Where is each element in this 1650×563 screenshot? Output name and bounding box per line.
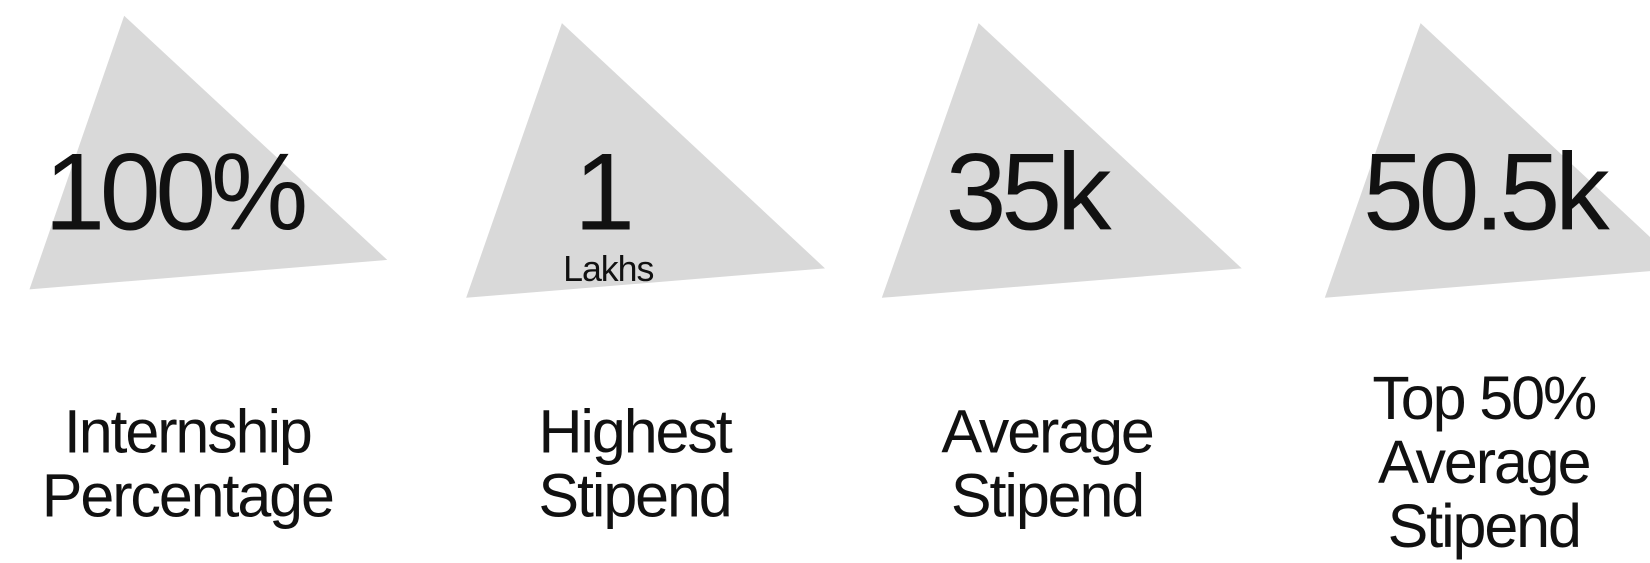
stat-value: 35k: [946, 131, 1112, 253]
stat-label: Average: [1378, 428, 1590, 496]
stat-label: Stipend: [1388, 492, 1580, 560]
stat-label: Top 50%: [1372, 364, 1596, 432]
triangle-bg: [466, 23, 825, 298]
stat-label: Average: [941, 397, 1153, 465]
stat-label: Percentage: [42, 462, 333, 530]
stat-label: Stipend: [951, 462, 1143, 530]
triangle-bg: [1324, 23, 1650, 298]
stat-label: Internship: [64, 397, 311, 465]
triangle-bg: [29, 15, 388, 290]
stat-value: 100%: [44, 131, 305, 253]
triangle-bg: [881, 23, 1242, 298]
stat-unit: Lakhs: [563, 249, 653, 289]
stat-value: 50.5k: [1363, 131, 1610, 253]
stat-label: Stipend: [538, 462, 730, 530]
stat-value: 1: [574, 131, 630, 253]
stat-label: Highest: [538, 397, 732, 465]
